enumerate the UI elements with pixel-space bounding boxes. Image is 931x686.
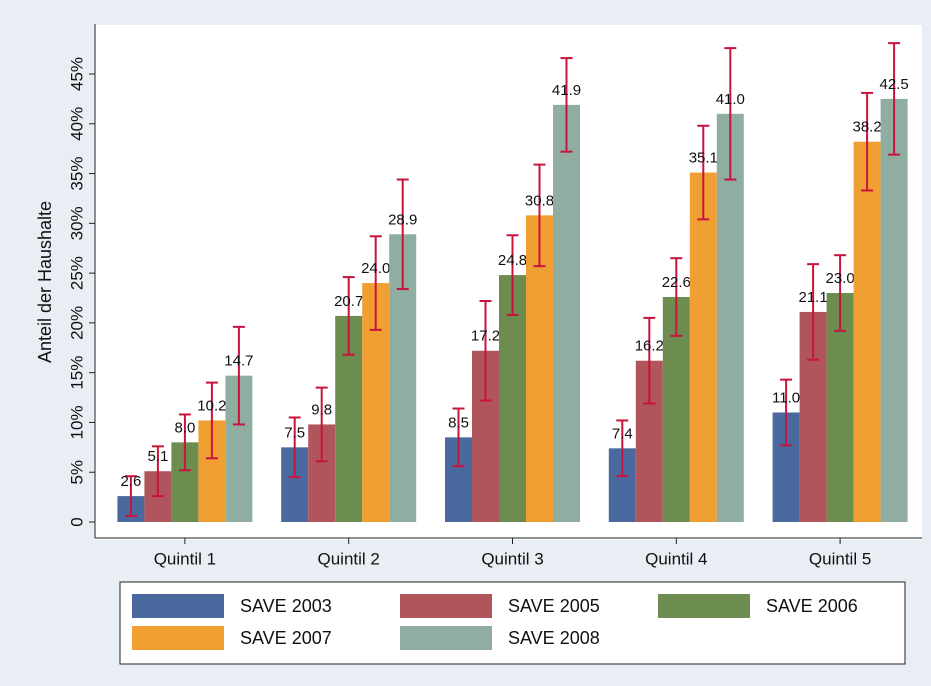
x-tick-label: Quintil 5 xyxy=(809,549,871,568)
y-tick-label: 0 xyxy=(67,517,86,526)
value-label: 28.9 xyxy=(388,211,417,228)
legend-swatch xyxy=(400,626,492,650)
bar xyxy=(853,141,881,522)
value-label: 7.5 xyxy=(284,424,305,441)
value-label: 11.0 xyxy=(772,389,800,406)
bar xyxy=(553,104,580,523)
value-label: 24.8 xyxy=(498,252,527,269)
value-label: 22.6 xyxy=(662,274,691,291)
y-tick-label: 30% xyxy=(67,206,86,240)
value-label: 38.2 xyxy=(852,119,881,136)
legend-label: SAVE 2008 xyxy=(508,628,600,648)
y-tick-label: 40% xyxy=(67,107,86,141)
legend-label: SAVE 2007 xyxy=(240,628,332,648)
legend-label: SAVE 2003 xyxy=(240,596,332,616)
value-label: 42.5 xyxy=(879,76,908,93)
value-label: 8.5 xyxy=(448,414,469,431)
value-label: 10.2 xyxy=(197,397,226,414)
value-label: 5.1 xyxy=(147,448,168,465)
x-tick-label: Quintil 3 xyxy=(481,549,543,568)
x-tick-label: Quintil 1 xyxy=(154,549,216,568)
value-label: 41.9 xyxy=(552,82,581,99)
value-label: 23.0 xyxy=(825,270,854,287)
value-label: 41.0 xyxy=(716,91,745,108)
value-label: 20.7 xyxy=(334,293,363,310)
value-label: 17.2 xyxy=(471,328,500,345)
value-label: 35.1 xyxy=(689,150,718,167)
x-tick-label: Quintil 4 xyxy=(645,549,707,568)
value-label: 8.0 xyxy=(174,419,195,436)
value-label: 9.8 xyxy=(311,401,332,418)
value-label: 16.2 xyxy=(635,338,664,355)
y-tick-label: 10% xyxy=(67,405,86,439)
y-axis-label: Anteil der Haushalte xyxy=(35,201,55,363)
y-tick-label: 35% xyxy=(67,157,86,191)
bar xyxy=(716,113,744,523)
legend-swatch xyxy=(132,626,224,650)
value-label: 21.1 xyxy=(798,289,827,306)
value-label: 14.7 xyxy=(224,353,253,370)
value-label: 30.8 xyxy=(525,192,554,209)
bar xyxy=(689,172,717,522)
x-tick-label: Quintil 2 xyxy=(318,549,380,568)
y-tick-label: 25% xyxy=(67,256,86,290)
legend xyxy=(119,581,906,665)
legend-label: SAVE 2006 xyxy=(766,596,858,616)
legend-swatch xyxy=(132,594,224,618)
value-label: 2.6 xyxy=(120,473,141,490)
value-label: 24.0 xyxy=(361,260,390,277)
y-tick-label: 5% xyxy=(67,460,86,485)
value-label: 7.4 xyxy=(612,425,633,442)
y-tick-label: 45% xyxy=(67,57,86,91)
legend-swatch xyxy=(400,594,492,618)
bar xyxy=(880,98,908,522)
bar xyxy=(499,275,526,522)
legend-swatch xyxy=(658,594,750,618)
y-tick-label: 20% xyxy=(67,306,86,340)
legend-label: SAVE 2005 xyxy=(508,596,600,616)
y-tick-label: 15% xyxy=(67,356,86,390)
